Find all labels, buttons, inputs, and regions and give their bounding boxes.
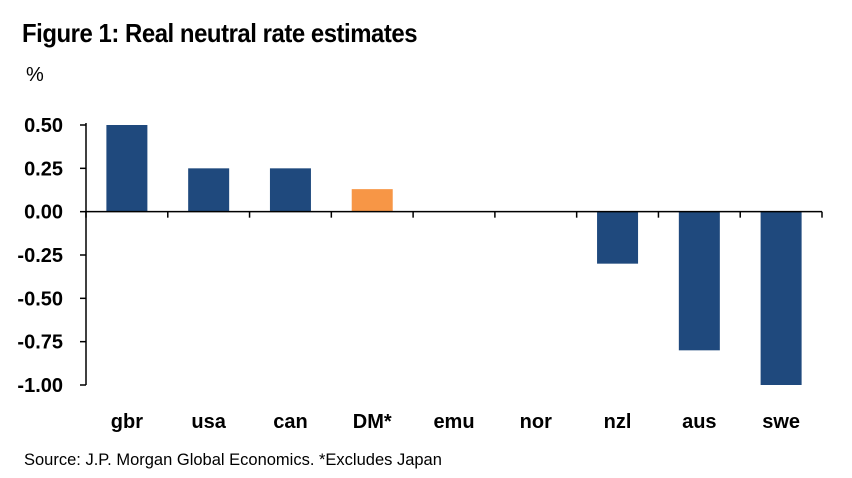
y-tick-label: 0.00 — [24, 202, 63, 224]
bar-gbr — [106, 125, 148, 212]
bar-dm — [351, 189, 393, 212]
y-axis-unit-label: % — [26, 64, 44, 86]
bar-swe — [760, 211, 802, 385]
chart-title: Figure 1: Real neutral rate estimates — [22, 18, 418, 48]
y-tick-label: -0.50 — [17, 288, 63, 310]
bar-aus — [678, 211, 720, 351]
y-tick-label: -0.25 — [17, 245, 63, 267]
x-tick-label: aus — [682, 411, 716, 433]
bar-usa — [188, 168, 230, 212]
x-tick-label: usa — [191, 411, 226, 433]
axes-group — [80, 123, 823, 386]
bars-group — [106, 125, 802, 385]
x-tick-label: swe — [762, 411, 800, 433]
bar-nzl — [597, 211, 639, 264]
y-tick-labels: 0.50 0.25 0.00 -0.25 -0.50 -0.75 -1.00 — [17, 115, 63, 397]
x-tick-label: DM* — [353, 411, 392, 433]
y-tick-label: 0.50 — [24, 115, 63, 137]
bar-can — [269, 168, 311, 212]
x-tick-label: nzl — [604, 411, 632, 433]
x-tick-labels: gbr usa can DM* emu nor nzl aus swe — [111, 411, 800, 433]
x-tick-label: can — [273, 411, 307, 433]
y-tick-label: 0.25 — [24, 158, 63, 180]
source-note: Source: J.P. Morgan Global Economics. *E… — [24, 451, 442, 469]
x-tick-label: emu — [433, 411, 474, 433]
y-tick-label: -1.00 — [17, 375, 63, 397]
y-tick-label: -0.75 — [17, 332, 63, 354]
x-tick-label: nor — [520, 411, 552, 433]
x-tick-label: gbr — [111, 411, 143, 433]
